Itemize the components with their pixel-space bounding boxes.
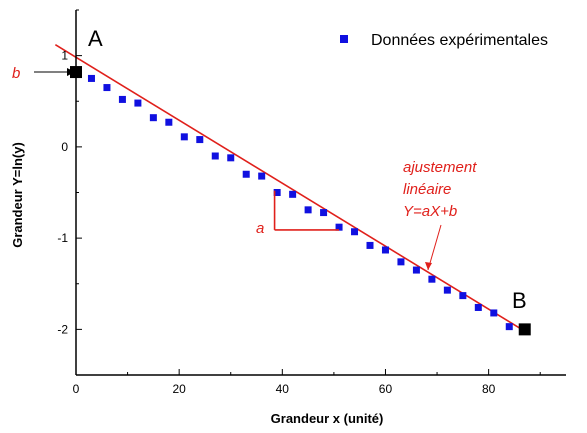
fit-label-line-3: Y=aX+b [403,203,457,220]
fit-label-pointer [427,224,442,271]
data-point [289,190,297,198]
data-point [180,133,188,141]
point-b-label: B [512,288,527,313]
data-point [412,266,420,274]
x-tick-label: 0 [73,382,80,396]
x-tick-label: 40 [276,382,290,396]
data-point [505,323,513,331]
data-point [443,286,451,294]
axes [75,10,566,376]
data-point [103,84,111,92]
data-point [211,152,219,160]
points-layer [72,68,529,333]
legend-marker [340,35,348,43]
fit-label: ajustement linéaire Y=aX+b [403,159,477,220]
x-tick-label: 60 [379,382,393,396]
y-tick-label: 1 [61,49,68,63]
x-tick-label: 20 [172,382,186,396]
data-point [242,170,250,178]
intercept-label: b [12,65,20,82]
legend-label: Données expérimentales [371,32,548,49]
x-axis-title: Grandeur x (unité) [271,411,384,426]
fit-label-line-2: linéaire [403,181,451,198]
y-axis-title: Grandeur Y=ln(y) [10,142,25,248]
data-point [397,258,405,266]
point-a-label: A [88,26,103,51]
data-point [304,206,312,214]
ticks: 0 20 40 60 80 1 0 -1 -2 [57,9,541,396]
data-point [227,154,235,162]
fit-label-line-1: ajustement [403,159,477,176]
data-point [459,292,467,300]
data-point [428,275,436,283]
data-point [196,136,204,144]
data-point [381,246,389,254]
annotations [34,66,531,336]
data-point [320,209,328,217]
slope-label: a [256,220,264,237]
data-point [351,228,359,236]
point-b-marker [518,323,531,336]
data-point [490,309,498,317]
y-tick-label: 0 [61,140,68,154]
data-point [165,118,173,126]
data-point [87,74,95,82]
data-point [134,99,142,107]
legend: Données expérimentales [340,32,548,49]
data-point [258,172,266,180]
y-tick-label: -2 [57,322,68,336]
data-point [273,189,281,196]
data-point [118,95,126,103]
data-point [366,241,374,249]
data-point [335,223,343,231]
fit-line [54,43,526,332]
fit-label-pointer-head [425,262,432,270]
data-point [149,114,157,122]
fit-layer [54,43,526,332]
x-tick-label: 80 [482,382,496,396]
data-point [474,303,482,311]
y-tick-label: -1 [57,231,68,245]
